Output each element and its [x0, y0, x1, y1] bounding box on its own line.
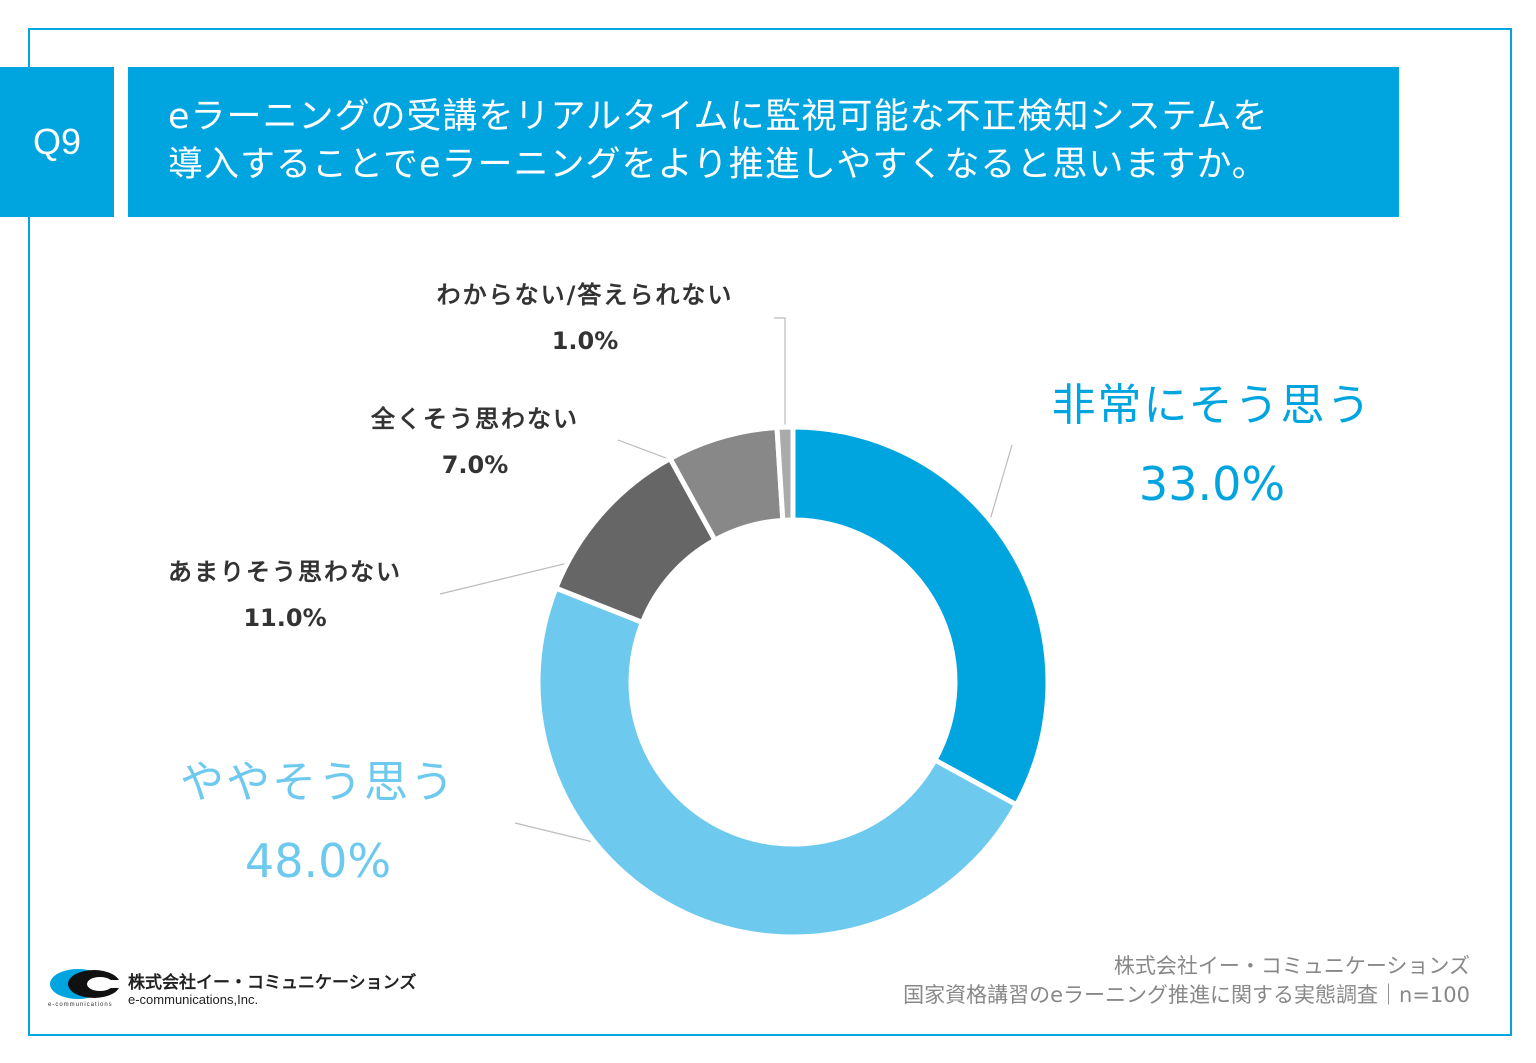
logo-company-en: e-communications,Inc.: [128, 992, 259, 1007]
source-note: 株式会社イー・コミュニケーションズ 国家資格講習のeラーニング推進に関する実態調…: [903, 952, 1470, 1010]
source-survey: 国家資格講習のeラーニング推進に関する実態調査｜n=100: [903, 983, 1470, 1007]
donut-slices: [535, 424, 1051, 940]
question-line-1: eラーニングの受講をリアルタイムに監視可能な不正検知システムを: [168, 97, 1269, 137]
question-number: Q9: [0, 67, 114, 217]
slice-value: 11.0%: [243, 604, 326, 632]
slice-label: 非常にそう思う: [1051, 380, 1372, 431]
source-company: 株式会社イー・コミュニケーションズ: [1113, 954, 1470, 978]
question-line-2: 導入することでeラーニングをより推進しやすくなると思いますか。: [168, 145, 1268, 185]
logo-small-text: e-communications: [48, 1002, 113, 1008]
logo-company-name: 株式会社イー・コミュニケーションズ: [128, 973, 417, 993]
slice-label: ややそう思う: [180, 757, 456, 808]
slice-value: 33.0%: [1139, 457, 1285, 511]
donut-slice: [790, 424, 1051, 809]
logo-mark-icon: [50, 969, 126, 999]
slice-labels: 非常にそう思う 33.0% ややそう思う 48.0% あまりそう思わない 11.0% 全くそ…: [168, 281, 1372, 888]
slice-label: あまりそう思わない: [168, 558, 402, 586]
question-box: eラーニングの受講をリアルタイムに監視可能な不正検知システムを 導入することでe…: [128, 67, 1399, 217]
slice-label: わからない/答えられない: [437, 281, 734, 309]
leader-line: [774, 317, 786, 432]
slide-frame: [28, 28, 1512, 1036]
donut-slice: [774, 424, 796, 523]
slice-value: 1.0%: [552, 327, 619, 355]
company-logo: 株式会社イー・コミュニケーションズ e-communications,Inc. …: [48, 964, 448, 1014]
slice-label: 全くそう思わない: [370, 405, 579, 433]
slice-value: 7.0%: [442, 451, 509, 479]
donut-slice: [535, 584, 1020, 940]
slice-value: 48.0%: [245, 834, 391, 888]
